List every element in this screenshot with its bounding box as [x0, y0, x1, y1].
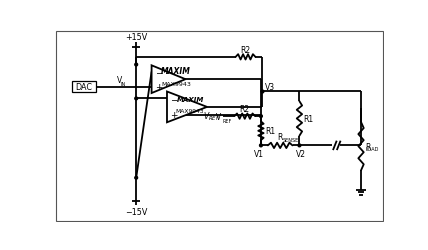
Circle shape — [298, 144, 301, 147]
Circle shape — [135, 177, 137, 180]
Text: R2: R2 — [240, 105, 250, 114]
Circle shape — [259, 144, 262, 147]
Polygon shape — [167, 92, 207, 123]
Circle shape — [259, 115, 262, 118]
Text: MAX9943: MAX9943 — [176, 109, 204, 114]
Text: SENSE: SENSE — [282, 138, 299, 143]
Text: −: − — [170, 95, 178, 104]
Text: REF: REF — [222, 118, 231, 123]
Text: +: + — [170, 111, 178, 120]
Text: R: R — [277, 132, 283, 141]
Polygon shape — [152, 66, 185, 94]
Text: R2: R2 — [241, 46, 250, 54]
Bar — [71, 82, 96, 93]
Circle shape — [135, 98, 137, 100]
Text: $V_{REF}$: $V_{REF}$ — [203, 110, 221, 122]
Text: −15V: −15V — [125, 207, 147, 216]
Text: R1: R1 — [265, 127, 275, 136]
Text: V1: V1 — [254, 150, 265, 158]
Circle shape — [135, 64, 137, 67]
Text: V: V — [216, 112, 221, 121]
Text: DAC: DAC — [75, 83, 92, 92]
Circle shape — [261, 91, 264, 94]
Text: V2: V2 — [296, 150, 306, 158]
Text: MAX9943: MAX9943 — [161, 82, 191, 87]
Text: V: V — [117, 76, 122, 85]
Text: −: − — [155, 68, 162, 77]
Text: +: + — [155, 82, 162, 92]
Text: MAXIM: MAXIM — [161, 66, 191, 75]
Text: +15V: +15V — [125, 32, 147, 42]
Text: LOAD: LOAD — [366, 146, 379, 152]
Text: R1: R1 — [303, 114, 313, 124]
Text: V3: V3 — [265, 82, 275, 91]
Text: IN: IN — [120, 82, 125, 87]
Text: MAXIM: MAXIM — [176, 97, 204, 103]
Text: R: R — [365, 142, 370, 151]
